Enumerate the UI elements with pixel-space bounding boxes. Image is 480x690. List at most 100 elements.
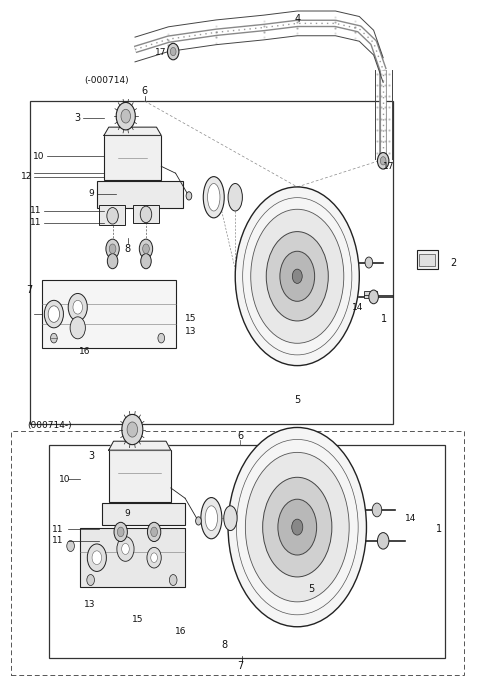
Circle shape [141, 254, 151, 268]
Bar [102, 503, 185, 525]
Bar [42, 279, 176, 348]
Text: 13: 13 [84, 600, 96, 609]
Circle shape [106, 239, 119, 259]
Bar [49, 444, 445, 658]
Circle shape [147, 522, 161, 542]
Text: 9: 9 [124, 509, 130, 518]
Polygon shape [109, 441, 171, 450]
Bar [417, 250, 438, 269]
Circle shape [70, 317, 85, 339]
Ellipse shape [203, 177, 224, 218]
Circle shape [377, 533, 389, 549]
Circle shape [186, 192, 192, 200]
Text: 14: 14 [405, 513, 416, 523]
Circle shape [48, 306, 60, 322]
Text: 10: 10 [59, 475, 71, 484]
Text: 15: 15 [185, 315, 197, 324]
Bar [104, 135, 161, 180]
Text: 10: 10 [33, 152, 44, 161]
Circle shape [377, 152, 389, 169]
Text: 7: 7 [237, 661, 243, 671]
Text: 1: 1 [381, 314, 387, 324]
Text: 3: 3 [88, 451, 95, 462]
Circle shape [108, 254, 118, 268]
Text: 9: 9 [89, 189, 95, 198]
Circle shape [147, 547, 161, 568]
Bar [11, 431, 464, 675]
Text: 17: 17 [155, 48, 166, 57]
Circle shape [292, 519, 303, 535]
Circle shape [67, 540, 74, 551]
Circle shape [196, 517, 201, 525]
Ellipse shape [207, 184, 220, 211]
Circle shape [235, 187, 360, 366]
Circle shape [263, 477, 332, 577]
Text: 11: 11 [30, 206, 42, 215]
Circle shape [139, 239, 153, 259]
Circle shape [380, 157, 386, 165]
Circle shape [369, 290, 378, 304]
Text: 8: 8 [222, 640, 228, 650]
Text: 5: 5 [294, 395, 300, 405]
Circle shape [109, 244, 116, 254]
Circle shape [50, 333, 57, 343]
Circle shape [151, 527, 157, 537]
Ellipse shape [224, 506, 237, 531]
Text: 11: 11 [30, 218, 42, 227]
Text: 13: 13 [185, 327, 197, 336]
Circle shape [292, 269, 302, 284]
Text: 1: 1 [436, 524, 442, 534]
Text: (-000714): (-000714) [84, 76, 129, 85]
Circle shape [280, 251, 314, 302]
Text: 7: 7 [26, 285, 33, 295]
Circle shape [44, 300, 63, 328]
Bar [30, 101, 393, 424]
Bar [80, 529, 185, 587]
Ellipse shape [205, 506, 217, 531]
Text: 11: 11 [52, 524, 63, 533]
Bar [97, 181, 183, 208]
Circle shape [245, 453, 349, 602]
Text: 4: 4 [294, 14, 300, 23]
Circle shape [73, 300, 83, 314]
Circle shape [170, 48, 176, 56]
Circle shape [117, 527, 124, 537]
Circle shape [228, 428, 366, 627]
Ellipse shape [201, 497, 222, 539]
Text: 16: 16 [79, 347, 91, 356]
Bar [420, 254, 435, 266]
Text: 6: 6 [237, 431, 243, 441]
Circle shape [168, 43, 179, 60]
Bar [132, 206, 159, 223]
Circle shape [372, 503, 382, 517]
Text: 16: 16 [175, 627, 186, 636]
Text: 8: 8 [125, 244, 131, 254]
Circle shape [87, 544, 107, 571]
Circle shape [127, 422, 138, 437]
Circle shape [122, 415, 143, 444]
Circle shape [68, 293, 87, 321]
Circle shape [117, 537, 134, 561]
Text: 11: 11 [52, 536, 63, 545]
Circle shape [278, 499, 317, 555]
Circle shape [116, 102, 135, 130]
Circle shape [266, 232, 328, 321]
Circle shape [169, 575, 177, 586]
Text: (000714-): (000714-) [28, 421, 72, 430]
Bar [99, 206, 125, 225]
Circle shape [87, 575, 95, 586]
Circle shape [114, 522, 127, 542]
Circle shape [140, 206, 152, 223]
Circle shape [121, 109, 131, 123]
Bar [364, 291, 377, 298]
Circle shape [143, 244, 149, 254]
Text: 17: 17 [383, 162, 395, 171]
Polygon shape [104, 127, 161, 135]
Circle shape [121, 544, 129, 555]
Circle shape [251, 209, 344, 344]
Circle shape [365, 257, 372, 268]
Text: 15: 15 [132, 615, 143, 624]
Circle shape [92, 551, 102, 564]
Circle shape [158, 333, 165, 343]
Ellipse shape [228, 184, 242, 211]
